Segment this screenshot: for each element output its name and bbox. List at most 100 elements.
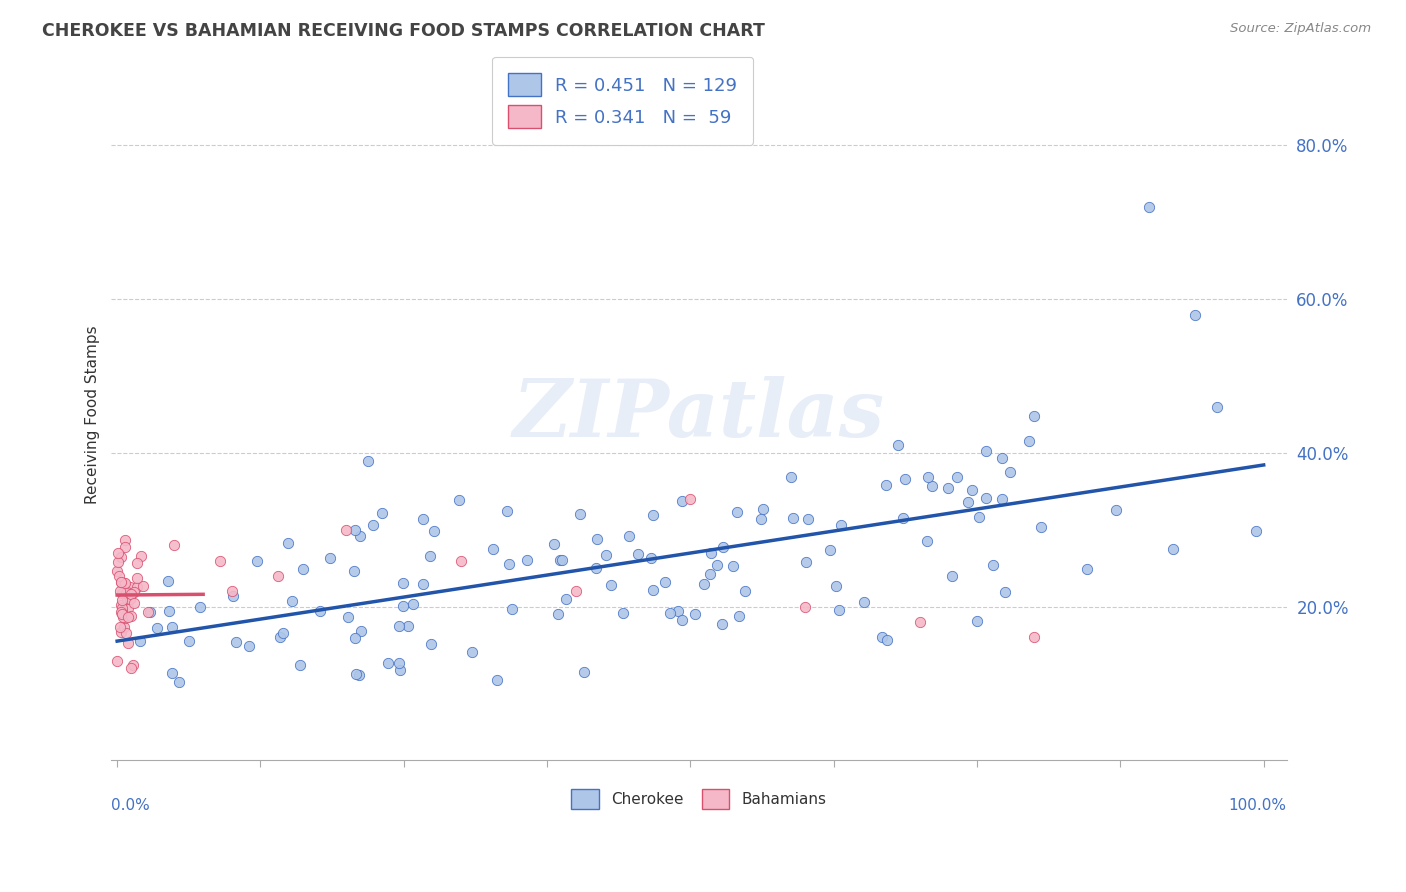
Point [349,529,371,543]
Point [377,656,399,670]
Point [641,582,664,597]
Point [112,620,135,634]
Point [129,549,152,564]
Point [402,597,425,611]
Point [994,584,1017,599]
Point [683,607,706,622]
Point [543,537,565,551]
Point [238,639,260,653]
Point [112,575,135,590]
Point [917,470,939,484]
Point [875,477,897,491]
Point [917,533,939,548]
Point [1024,409,1046,424]
Point [177,633,200,648]
Point [190,600,212,615]
Point [692,577,714,591]
Point [1163,542,1185,557]
Point [370,506,392,520]
Point [481,542,503,557]
Point [361,518,384,533]
Point [344,666,367,681]
Point [666,604,689,618]
Text: 100.0%: 100.0% [1229,798,1286,814]
Point [981,558,1004,573]
Point [111,592,134,607]
Point [110,598,132,612]
Point [990,492,1012,507]
Point [870,630,893,644]
Point [1184,308,1206,322]
Point [120,586,142,600]
Point [335,523,357,537]
Point [780,470,803,484]
Point [960,483,983,497]
Point [114,533,136,548]
Point [640,551,662,566]
Point [120,661,142,675]
Point [654,574,676,589]
Point [111,585,134,599]
Point [1018,434,1040,448]
Point [336,610,359,624]
Point [122,657,145,672]
Point [114,576,136,591]
Point [388,663,411,677]
Point [828,603,851,617]
Point [749,512,772,526]
Point [420,637,443,651]
Point [936,481,959,495]
Point [569,507,592,521]
Point [711,540,734,554]
Point [830,517,852,532]
Point [392,599,415,613]
Point [110,605,132,619]
Point [107,545,129,559]
Point [120,592,142,607]
Point [288,658,311,673]
Point [117,592,139,607]
Point [1244,524,1267,538]
Point [269,631,291,645]
Point [120,608,142,623]
Point [157,604,180,618]
Point [129,634,152,648]
Point [125,571,148,585]
Point [671,613,693,627]
Point [449,492,471,507]
Point [169,675,191,690]
Point [357,454,380,468]
Point [891,511,914,525]
Point [679,491,702,506]
Point [1137,200,1160,214]
Point [110,601,132,615]
Point [388,656,411,670]
Point [111,607,134,622]
Point [585,560,607,574]
Point [108,569,131,583]
Point [117,585,139,599]
Point [136,605,159,619]
Point [572,665,595,679]
Point [107,555,129,569]
Point [108,620,131,634]
Point [554,592,576,607]
Point [548,552,571,566]
Point [797,512,820,526]
Point [595,548,617,562]
Point [422,524,444,538]
Point [974,443,997,458]
Point [111,606,134,620]
Point [108,584,131,599]
Point [585,532,607,546]
Point [721,558,744,573]
Point [641,508,664,522]
Point [1076,562,1098,576]
Point [612,606,634,620]
Point [734,583,756,598]
Point [893,471,915,485]
Point [498,557,520,571]
Point [564,584,586,599]
Point [350,624,373,638]
Point [908,615,931,629]
